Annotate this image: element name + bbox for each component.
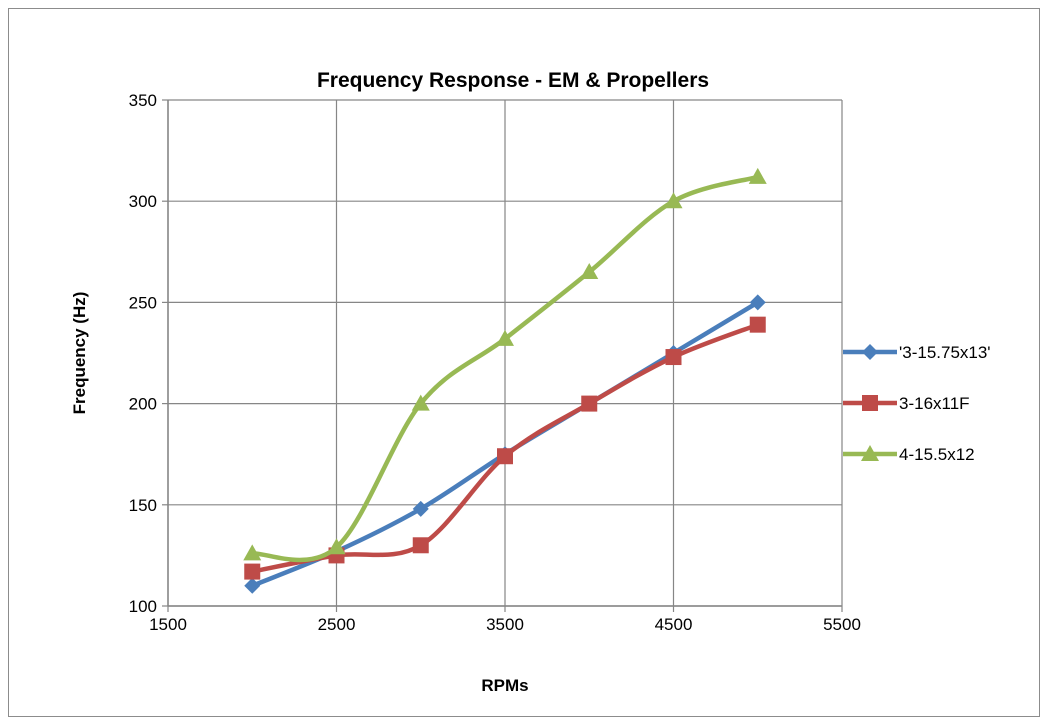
y-tick-label: 350 xyxy=(129,91,157,110)
x-tick-label: 3500 xyxy=(486,615,524,634)
legend-label: '3-15.75x13' xyxy=(899,343,991,362)
x-tick-label: 5500 xyxy=(823,615,861,634)
legend-swatch-marker xyxy=(862,344,878,360)
data-point-triangle xyxy=(580,263,599,280)
y-axis-title: Frequency (Hz) xyxy=(70,292,89,415)
chart-title: Frequency Response - EM & Propellers xyxy=(317,69,709,92)
data-point-diamond xyxy=(244,577,261,594)
data-point-triangle xyxy=(327,538,346,555)
data-point-triangle xyxy=(411,394,430,411)
data-point-square xyxy=(244,563,261,580)
x-tick-label: 1500 xyxy=(149,615,187,634)
legend-item: 3-16x11F xyxy=(843,394,970,413)
y-tick-label: 100 xyxy=(129,597,157,616)
legend-item: '3-15.75x13' xyxy=(843,343,991,362)
x-tick-label: 4500 xyxy=(655,615,693,634)
data-point-diamond xyxy=(749,294,766,311)
data-point-square xyxy=(497,448,513,465)
y-tick-label: 300 xyxy=(129,192,157,211)
axes: 100 150 200 250 300 350 1500 2500 3500 4500 5500 xyxy=(129,91,861,634)
y-tick-label: 150 xyxy=(129,496,157,515)
legend-label: 4-15.5x12 xyxy=(899,445,975,464)
chart-area: Frequency Response - EM & Propellers 100… xyxy=(8,8,1040,717)
legend-item: 4-15.5x12 xyxy=(843,445,975,464)
legend: '3-15.75x13' 3-16x11F 4-15.5x12 xyxy=(843,343,991,464)
y-tick-label: 250 xyxy=(129,293,157,312)
legend-swatch-marker xyxy=(862,395,878,411)
legend-label: 3-16x11F xyxy=(899,394,970,413)
gridlines xyxy=(167,99,843,607)
data-point-square xyxy=(665,349,682,366)
data-point-triangle xyxy=(243,544,262,561)
data-point-triangle xyxy=(748,167,767,184)
plot-series xyxy=(243,167,767,594)
data-point-square xyxy=(749,316,766,333)
x-tick-label: 2500 xyxy=(318,615,356,634)
data-point-diamond xyxy=(412,500,429,517)
data-point-square xyxy=(412,537,429,554)
data-point-triangle xyxy=(496,329,514,346)
x-axis-title: RPMs xyxy=(481,676,528,695)
legend-swatch-marker xyxy=(861,445,879,461)
y-tick-label: 200 xyxy=(129,395,157,414)
series-3 xyxy=(243,167,767,563)
series-2 xyxy=(244,316,766,580)
chart-svg: Frequency Response - EM & Propellers 100… xyxy=(70,69,991,695)
data-point-square xyxy=(581,395,598,412)
data-point-triangle xyxy=(664,192,683,209)
